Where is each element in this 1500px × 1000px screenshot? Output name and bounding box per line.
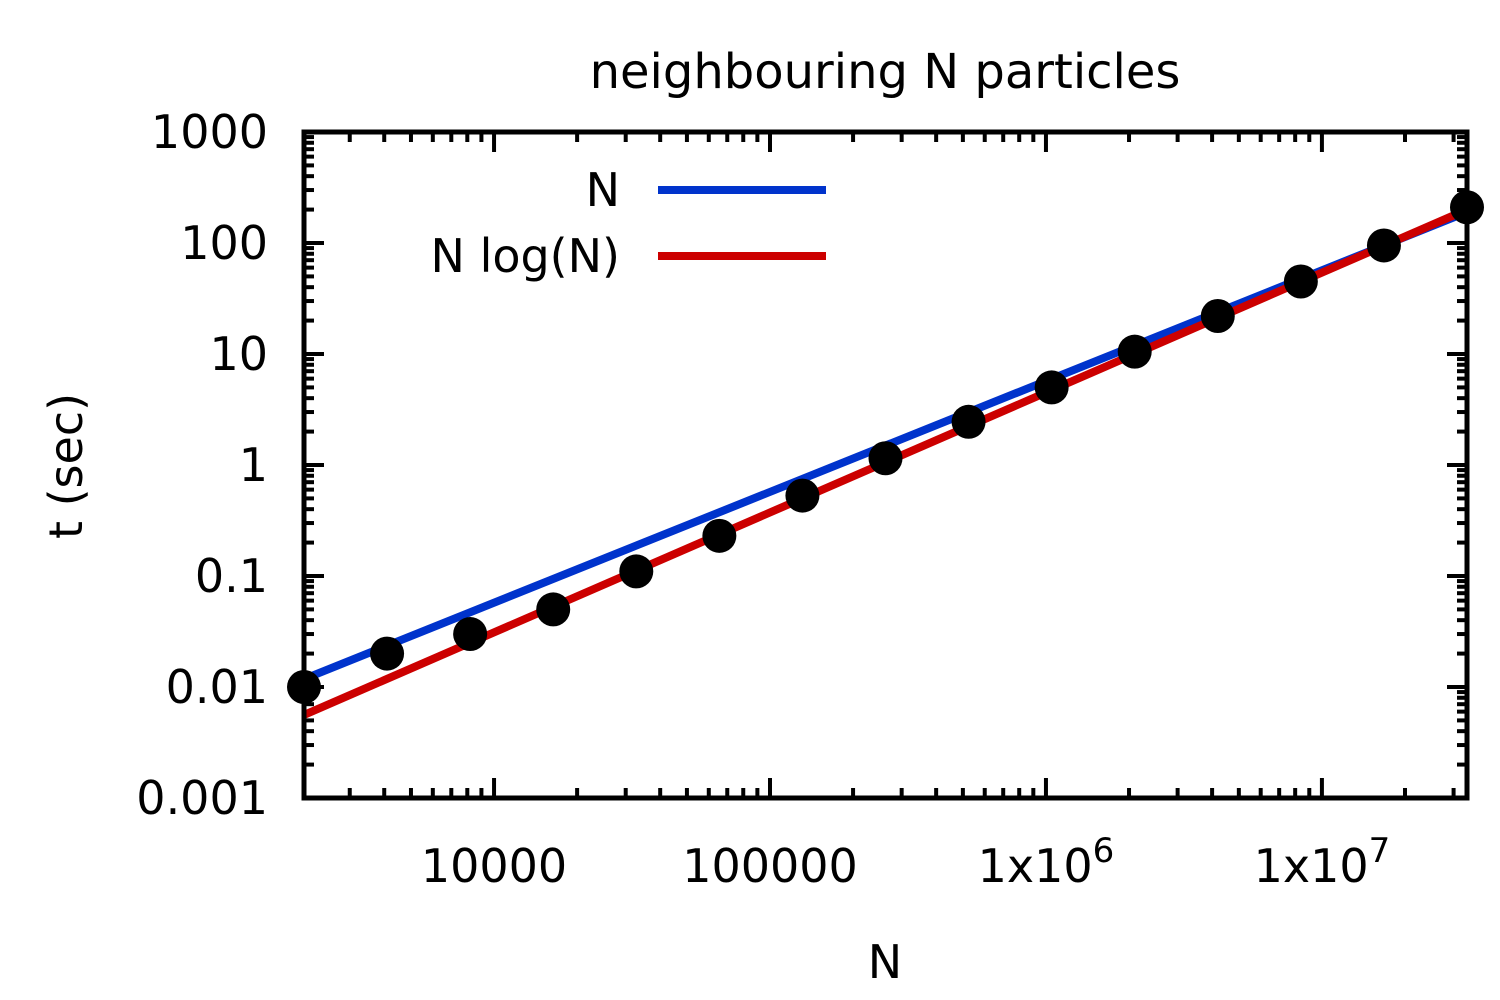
- y-tick-label: 0.001: [136, 771, 268, 825]
- x-tick-label: 1x106: [978, 831, 1115, 893]
- x-axis-label: N: [868, 935, 902, 989]
- data-point: [1366, 228, 1401, 263]
- data-point: [619, 554, 654, 589]
- legend: N N log(N): [431, 163, 826, 283]
- data-point: [702, 518, 737, 553]
- data-point: [1283, 264, 1318, 299]
- legend-label: N: [586, 163, 620, 217]
- tick-labels: 0.001 0.01 0.1 1 10 100 1000 10000 100000 1x106 1x…: [136, 105, 1390, 893]
- x-tick-label-exponent: 7: [1369, 831, 1391, 871]
- data-point: [868, 441, 903, 476]
- data-point: [536, 592, 571, 627]
- x-tick-label: 10000: [421, 839, 567, 893]
- data-point: [1034, 370, 1069, 405]
- y-tick-label: 0.1: [195, 549, 268, 603]
- y-axis-label: t (sec): [39, 393, 93, 539]
- chart-title: neighbouring N particles: [590, 44, 1181, 100]
- y-tick-label: 0.01: [166, 660, 268, 714]
- data-point: [951, 404, 986, 439]
- data-point: [785, 478, 820, 513]
- data-points: [287, 190, 1484, 704]
- x-tick-label: 1x107: [1254, 831, 1391, 893]
- data-point: [1200, 298, 1235, 333]
- y-tick-label: 1: [239, 438, 268, 492]
- plot-frame: [301, 129, 1470, 801]
- y-tick-label: 10: [209, 327, 268, 381]
- legend-label: N log(N): [431, 229, 620, 283]
- data-point: [370, 636, 405, 671]
- x-tick-label-exponent: 6: [1093, 831, 1115, 871]
- y-tick-label: 100: [180, 216, 268, 270]
- x-tick-label: 100000: [682, 839, 858, 893]
- y-tick-label: 1000: [151, 105, 268, 159]
- data-point: [453, 617, 488, 652]
- data-point: [1117, 334, 1152, 369]
